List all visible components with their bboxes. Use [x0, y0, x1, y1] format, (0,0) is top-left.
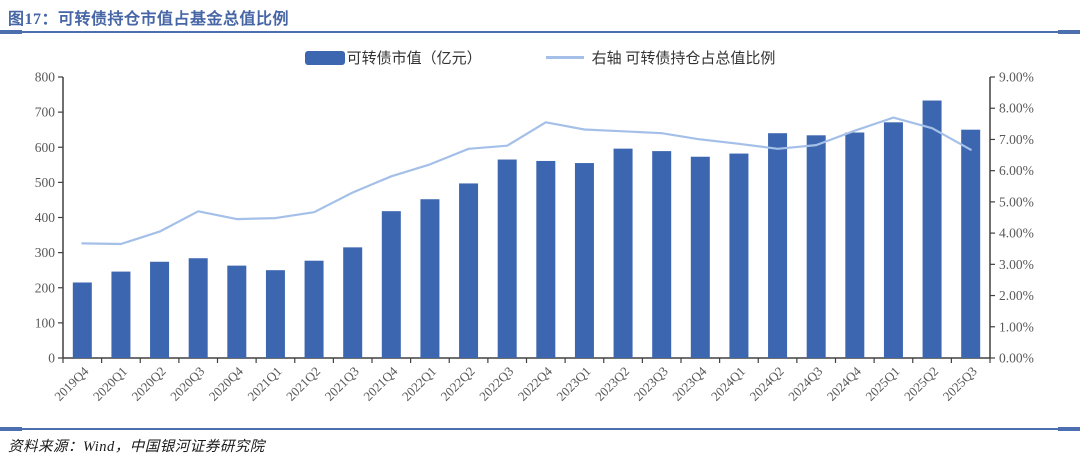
bar-2024Q3 — [806, 135, 826, 358]
x-axis-category-label: 2024Q3 — [785, 364, 825, 404]
right-axis-tick-label: 1.00% — [999, 319, 1034, 334]
divider-cap-left — [0, 427, 22, 431]
right-axis-tick-label: 3.00% — [999, 257, 1034, 272]
figure-title: 图17：可转债持仓市值占基金总值比例 — [8, 11, 290, 28]
footer-divider — [0, 427, 1080, 431]
right-axis-tick-label: 6.00% — [999, 163, 1034, 178]
x-axis-category-label: 2023Q2 — [592, 364, 632, 404]
x-axis-category-label: 2020Q4 — [206, 363, 247, 404]
x-axis-category-label: 2022Q3 — [476, 364, 516, 404]
line-series-label: 右轴 可转债持仓占总值比例 — [591, 51, 776, 67]
legend-item-bar-series: 可转债市值（亿元） — [304, 47, 482, 68]
left-axis-tick-label: 100 — [35, 315, 56, 330]
x-axis-category-label: 2023Q1 — [553, 364, 593, 404]
x-axis-category-label: 2024Q4 — [824, 363, 865, 404]
divider-line — [0, 428, 1080, 430]
bar-2020Q4 — [227, 265, 247, 358]
right-axis-tick-label: 9.00% — [999, 70, 1034, 85]
legend-item-line-series: 右轴 可转债持仓占总值比例 — [545, 47, 776, 68]
x-axis-category-label: 2021Q3 — [322, 364, 362, 404]
bar-2023Q1 — [574, 163, 594, 358]
left-axis-tick-label: 500 — [35, 175, 56, 190]
left-axis-tick-label: 400 — [35, 210, 56, 225]
bar-2021Q2 — [304, 260, 324, 358]
bar-series-label: 可转债市值（亿元） — [346, 51, 482, 67]
x-axis-category-label: 2025Q3 — [940, 364, 980, 404]
bar-2025Q1 — [883, 122, 903, 358]
right-axis-tick-label: 7.00% — [999, 132, 1034, 147]
bar-2023Q2 — [613, 148, 633, 358]
source-note: 资料来源：Wind，中国银河证券研究院 — [8, 439, 265, 455]
bar-series-swatch-icon — [304, 50, 345, 65]
bar-2023Q4 — [690, 156, 710, 358]
bar-2024Q2 — [768, 133, 788, 358]
x-axis-category-label: 2023Q3 — [631, 364, 671, 404]
x-axis-category-label: 2022Q1 — [399, 364, 439, 404]
bar-2022Q4 — [536, 160, 556, 358]
x-axis-category-label: 2021Q4 — [360, 363, 401, 404]
line-series-swatch-icon — [545, 56, 584, 59]
bar-2025Q3 — [961, 129, 981, 358]
x-axis-category-label: 2019Q4 — [51, 363, 92, 404]
x-axis-category-label: 2020Q1 — [90, 364, 130, 404]
right-axis-tick-label: 0.00% — [999, 351, 1034, 366]
bar-2022Q2 — [459, 183, 479, 358]
x-axis-category-label: 2024Q1 — [708, 364, 748, 404]
bar-2020Q2 — [150, 261, 170, 358]
bar-2021Q1 — [265, 270, 285, 358]
right-axis-tick-label: 2.00% — [999, 288, 1034, 303]
x-axis-category-label: 2022Q2 — [437, 364, 477, 404]
bar-2020Q1 — [111, 271, 131, 358]
chart-legend: 可转债市值（亿元） 右轴 可转债持仓占总值比例 — [0, 47, 1080, 68]
x-axis-category-label: 2021Q2 — [283, 364, 323, 404]
bar-2020Q3 — [188, 258, 208, 358]
bar-2021Q4 — [381, 211, 401, 358]
x-axis-category-label: 2025Q1 — [862, 364, 902, 404]
divider-cap-left — [0, 30, 22, 34]
left-axis-tick-label: 300 — [35, 245, 56, 260]
left-axis-tick-label: 0 — [48, 351, 55, 366]
right-axis-tick-label: 8.00% — [999, 101, 1034, 116]
ratio-line-series — [81, 116, 972, 246]
bar-2019Q4 — [72, 282, 92, 358]
x-axis-category-label: 2022Q4 — [515, 363, 556, 404]
bar-2024Q4 — [845, 132, 865, 358]
x-axis-category-label: 2023Q4 — [669, 363, 710, 404]
bar-2021Q3 — [343, 247, 363, 358]
divider-cap-right — [1058, 427, 1080, 431]
left-axis-tick-label: 600 — [35, 140, 56, 155]
left-axis-tick-label: 800 — [35, 70, 56, 85]
bar-2022Q3 — [497, 159, 517, 358]
bar-2022Q1 — [420, 199, 440, 358]
bar-2024Q1 — [729, 153, 749, 358]
left-axis-tick-label: 200 — [35, 280, 56, 295]
left-axis-tick-label: 700 — [35, 105, 56, 120]
x-axis-category-label: 2021Q1 — [244, 364, 284, 404]
title-divider — [0, 30, 1080, 34]
divider-line — [0, 31, 1080, 33]
x-axis-category-label: 2024Q2 — [746, 364, 786, 404]
right-axis-tick-label: 4.00% — [999, 226, 1034, 241]
right-axis-tick-label: 5.00% — [999, 194, 1034, 209]
divider-cap-right — [1058, 30, 1080, 34]
x-axis-category-label: 2020Q2 — [128, 364, 168, 404]
bar-2025Q2 — [922, 100, 942, 358]
x-axis-category-label: 2025Q2 — [901, 364, 941, 404]
bar-2023Q3 — [652, 151, 672, 358]
x-axis-category-label: 2020Q3 — [167, 364, 207, 404]
